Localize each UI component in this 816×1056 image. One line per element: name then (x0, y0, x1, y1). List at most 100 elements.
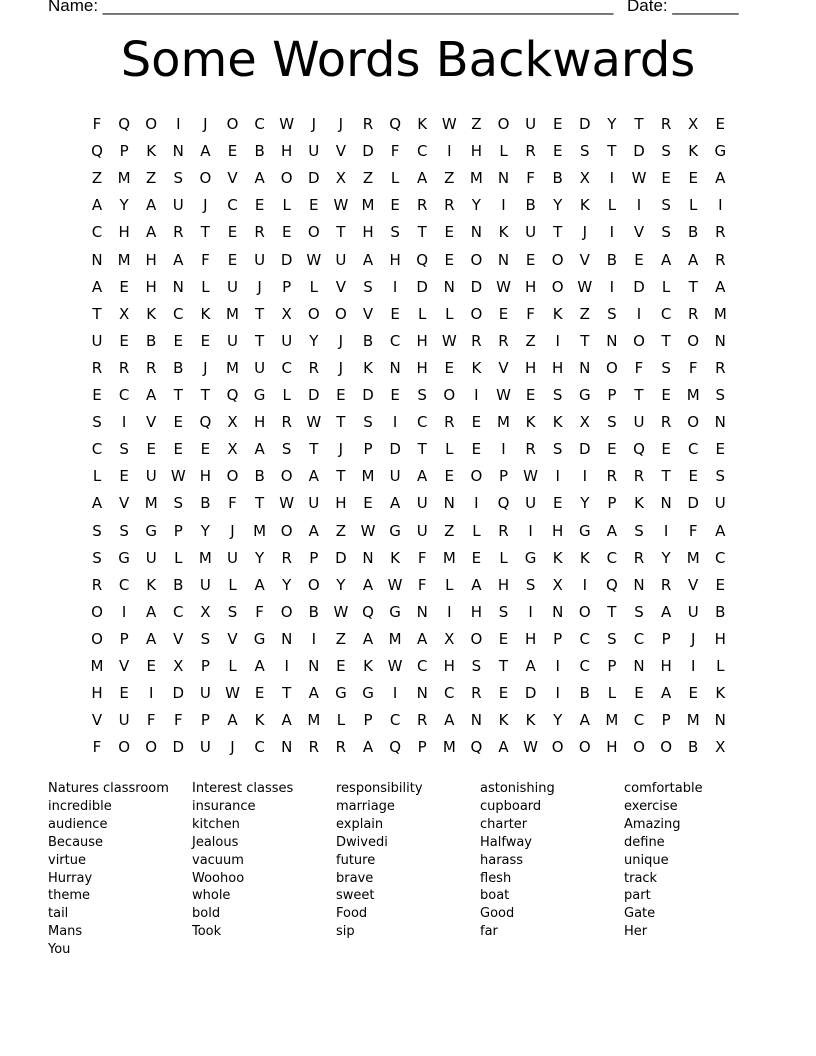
grid-letter: A (444, 711, 455, 730)
word-list-item: Dwivedi (336, 834, 388, 850)
grid-letter: A (91, 196, 103, 215)
grid-letter: I (284, 657, 289, 675)
grid-letter: A (362, 629, 374, 648)
grid-letter: N (579, 358, 591, 377)
grid-letter: P (498, 467, 509, 486)
grid-letter: Y (607, 115, 617, 133)
grid-letter: B (606, 250, 618, 269)
grid-letter: W (496, 386, 511, 404)
word-list-column-4: astonishing cupboard charter Halfway harass f… (480, 780, 555, 941)
grid-letter: L (472, 521, 481, 540)
grid-letter: A (579, 711, 590, 730)
grid-letter: U (254, 358, 266, 377)
grid-letter: O (280, 521, 293, 540)
grid-letter: H (443, 657, 455, 675)
grid-letter: O (578, 602, 591, 621)
word-list-item: harass (480, 852, 524, 868)
grid-letter: J (203, 196, 208, 215)
grid-letter: O (470, 250, 483, 269)
word-list-item: audience (48, 816, 108, 832)
grid-letter: K (525, 413, 536, 432)
grid-letter: S (119, 440, 129, 459)
grid-letter: W (523, 738, 539, 757)
grid-letter: L (716, 657, 725, 675)
grid-letter: T (309, 440, 319, 459)
grid-letter: R (416, 196, 428, 215)
grid-letter: Z (444, 521, 455, 540)
grid-letter: E (254, 684, 265, 703)
grid-letter: A (146, 629, 157, 648)
grid-letter: Z (91, 169, 103, 188)
grid-letter: L (174, 548, 183, 567)
word-list-item: sip (336, 924, 355, 940)
grid-letter: K (498, 711, 509, 730)
grid-letter: C (416, 657, 428, 675)
grid-letter: A (606, 521, 618, 540)
grid-letter: C (118, 575, 130, 594)
grid-letter: S (281, 440, 292, 459)
grid-letter: W (360, 521, 376, 540)
grid-letter: R (308, 358, 320, 377)
grid-letter: P (661, 629, 671, 648)
grid-letter: N (172, 142, 184, 161)
grid-letter: J (230, 521, 235, 540)
grid-letter: E (119, 331, 129, 350)
grid-letter: Y (661, 548, 671, 567)
grid-letter: E (552, 494, 563, 513)
grid-letter: A (389, 494, 401, 513)
grid-letter: A (281, 711, 292, 730)
grid-letter: E (363, 494, 373, 513)
grid-letter: A (471, 575, 482, 594)
grid-letter: O (633, 331, 645, 350)
grid-letter: M (361, 467, 375, 486)
grid-letter: F (173, 711, 183, 730)
grid-letter: J (582, 223, 588, 242)
grid-letter: K (688, 142, 699, 161)
grid-letter: E (444, 467, 455, 486)
grid-letter: M (253, 521, 267, 540)
grid-letter: P (309, 548, 319, 567)
grid-letter: I (609, 277, 615, 296)
grid-letter: I (392, 277, 398, 296)
grid-letter: P (282, 277, 292, 296)
grid-letter: I (582, 575, 588, 594)
grid-letter: M (605, 711, 619, 730)
grid-letter: T (607, 142, 617, 161)
grid-letter: N (497, 250, 510, 269)
grid-letter: U (308, 142, 320, 161)
grid-letter: X (227, 440, 238, 459)
grid-letter: X (579, 169, 590, 188)
grid-letter: W (387, 575, 403, 594)
grid-letter: I (311, 629, 317, 648)
grid-letter: S (715, 467, 726, 486)
grid-letter: N (606, 331, 618, 350)
grid-letter: R (660, 115, 672, 133)
grid-letter: C (579, 657, 591, 675)
grid-letter: X (173, 657, 184, 675)
grid-letter: M (713, 304, 727, 323)
grid-letter: U (389, 467, 401, 486)
grid-letter: O (687, 331, 700, 350)
grid-letter: A (254, 657, 265, 675)
grid-letter: T (607, 602, 617, 621)
grid-letter: D (308, 386, 320, 404)
grid-letter: I (148, 684, 154, 703)
grid-letter: L (689, 196, 698, 215)
grid-letter: A (146, 223, 157, 242)
grid-letter: Q (362, 602, 374, 621)
grid-letter: J (203, 115, 208, 133)
grid-letter: Y (471, 196, 481, 215)
grid-letter: U (227, 277, 238, 296)
grid-letter: O (551, 277, 564, 296)
grid-letter: H (335, 494, 347, 513)
grid-letter: Z (335, 629, 347, 648)
grid-letter: O (470, 629, 483, 648)
word-list-item: track (624, 870, 658, 886)
grid-letter: N (416, 602, 428, 621)
grid-letter: R (687, 304, 699, 323)
grid-letter: W (441, 115, 457, 133)
grid-letter: K (363, 657, 373, 675)
grid-letter: E (173, 331, 184, 350)
grid-letter: E (200, 331, 211, 350)
grid-letter: R (471, 331, 482, 350)
